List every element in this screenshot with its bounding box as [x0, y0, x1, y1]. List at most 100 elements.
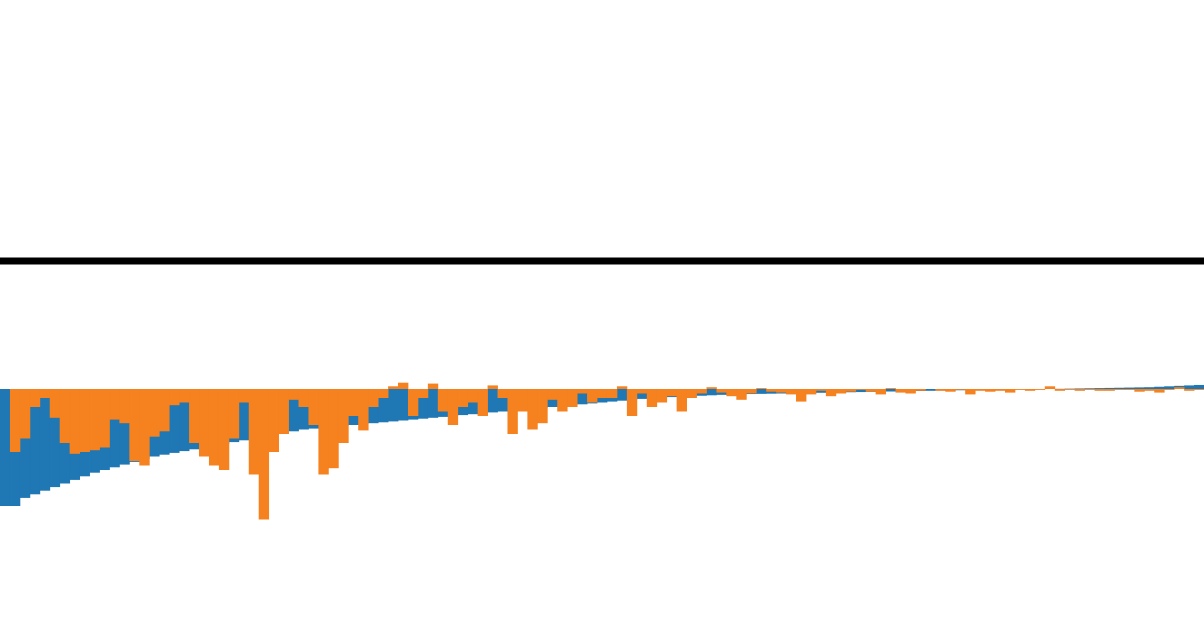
- orange-bar-40: [398, 382, 409, 389]
- orange-bar-34: [338, 389, 349, 443]
- orange-bar-13: [129, 389, 140, 461]
- orange-bar-81: [805, 389, 817, 395]
- orange-bar-70: [696, 389, 707, 394]
- orange-bar-109: [1084, 389, 1095, 390]
- orange-bar-85: [845, 389, 857, 392]
- orange-bar-30: [298, 389, 309, 407]
- orange-bar-61: [606, 389, 618, 398]
- orange-bar-27: [268, 389, 280, 452]
- orange-bar-113: [1124, 389, 1135, 390]
- orange-bar-75: [746, 389, 757, 394]
- orange-bar-117: [1164, 389, 1175, 390]
- blue-bar-12: [119, 389, 130, 465]
- orange-bar-39: [388, 386, 399, 389]
- orange-bar-77: [766, 389, 777, 392]
- blue-bar-24: [238, 389, 250, 441]
- blue-bar-40: [398, 389, 409, 421]
- blue-bar-29: [288, 389, 299, 432]
- blue-bar-71: [706, 389, 717, 396]
- orange-bar-38: [378, 389, 389, 398]
- orange-bar-43: [427, 383, 439, 389]
- orange-bar-119: [1184, 389, 1195, 391]
- orange-bar-42: [417, 389, 429, 398]
- orange-bar-8: [79, 389, 90, 452]
- orange-bar-49: [487, 385, 498, 389]
- orange-bar-57: [567, 389, 578, 407]
- orange-bar-120: [1194, 389, 1204, 390]
- orange-bar-65: [646, 389, 658, 407]
- blue-bar-62: [616, 389, 628, 401]
- orange-bar-84: [835, 389, 847, 394]
- orange-bar-87: [865, 389, 877, 392]
- orange-bar-52: [517, 389, 528, 412]
- orange-bar-58: [577, 389, 588, 394]
- orange-bar-102: [1014, 389, 1026, 390]
- blue-bar-115: [1144, 387, 1155, 389]
- blue-bar-109: [1084, 388, 1095, 389]
- series-blue-bars: [0, 384, 1204, 506]
- blue-bar-58: [577, 389, 588, 405]
- orange-bar-9: [89, 389, 100, 451]
- orange-bar-20: [199, 389, 210, 457]
- blue-bar-39: [388, 389, 399, 422]
- orange-bar-111: [1104, 389, 1115, 391]
- orange-bar-36: [358, 389, 369, 431]
- orange-bar-55: [547, 389, 558, 400]
- orange-bar-47: [467, 389, 479, 403]
- orange-bar-94: [935, 389, 946, 391]
- blue-bar-3: [29, 389, 41, 495]
- orange-bar-105: [1044, 386, 1056, 389]
- orange-bar-41: [407, 389, 419, 416]
- orange-bar-31: [308, 389, 319, 425]
- orange-bar-25: [248, 389, 260, 475]
- orange-bar-74: [736, 389, 747, 400]
- blue-bar-43: [427, 389, 439, 418]
- orange-bar-99: [985, 389, 996, 392]
- orange-bar-97: [965, 389, 976, 395]
- orange-bar-45: [447, 389, 459, 425]
- orange-bar-50: [497, 389, 508, 398]
- orange-bar-3: [29, 389, 41, 407]
- orange-bar-67: [666, 389, 678, 397]
- orange-bar-48: [477, 389, 488, 416]
- blue-bar-86: [855, 389, 867, 393]
- orange-bar-104: [1034, 389, 1046, 390]
- blue-bar-5: [49, 389, 61, 488]
- blue-bar-120: [1194, 384, 1204, 389]
- orange-bar-110: [1094, 389, 1105, 391]
- blue-bar-30: [298, 389, 309, 430]
- orange-bar-82: [815, 389, 827, 391]
- orange-bar-44: [437, 389, 449, 412]
- orange-bar-2: [19, 389, 31, 439]
- orange-bar-98: [975, 389, 986, 391]
- orange-bar-23: [228, 389, 240, 439]
- orange-bar-90: [895, 389, 906, 393]
- orange-bar-86: [855, 389, 867, 390]
- orange-bar-11: [109, 389, 120, 420]
- blue-bar-4: [39, 389, 51, 491]
- orange-bar-17: [169, 389, 180, 406]
- orange-bar-88: [875, 389, 886, 395]
- orange-bar-83: [825, 389, 837, 397]
- orange-bar-12: [119, 389, 130, 424]
- orange-bar-78: [776, 389, 787, 393]
- orange-bar-7: [69, 389, 80, 454]
- orange-bar-114: [1134, 389, 1145, 392]
- orange-bar-56: [557, 389, 568, 412]
- orange-bar-4: [39, 389, 51, 398]
- orange-bar-76: [756, 388, 767, 389]
- orange-bar-37: [368, 389, 379, 407]
- orange-bar-24: [238, 389, 250, 403]
- orange-bar-106: [1054, 389, 1066, 391]
- orange-bar-53: [527, 389, 538, 430]
- blue-bar-113: [1124, 387, 1135, 389]
- blue-bar-117: [1164, 386, 1175, 389]
- blue-bar-116: [1154, 386, 1165, 389]
- orange-bar-16: [159, 389, 170, 432]
- orange-bar-5: [49, 389, 61, 418]
- blue-bar-89: [885, 389, 896, 392]
- blue-bar-110: [1094, 388, 1105, 389]
- blue-bar-2: [19, 389, 31, 498]
- orange-bar-22: [218, 389, 230, 470]
- series-orange-bars: [9, 382, 1204, 520]
